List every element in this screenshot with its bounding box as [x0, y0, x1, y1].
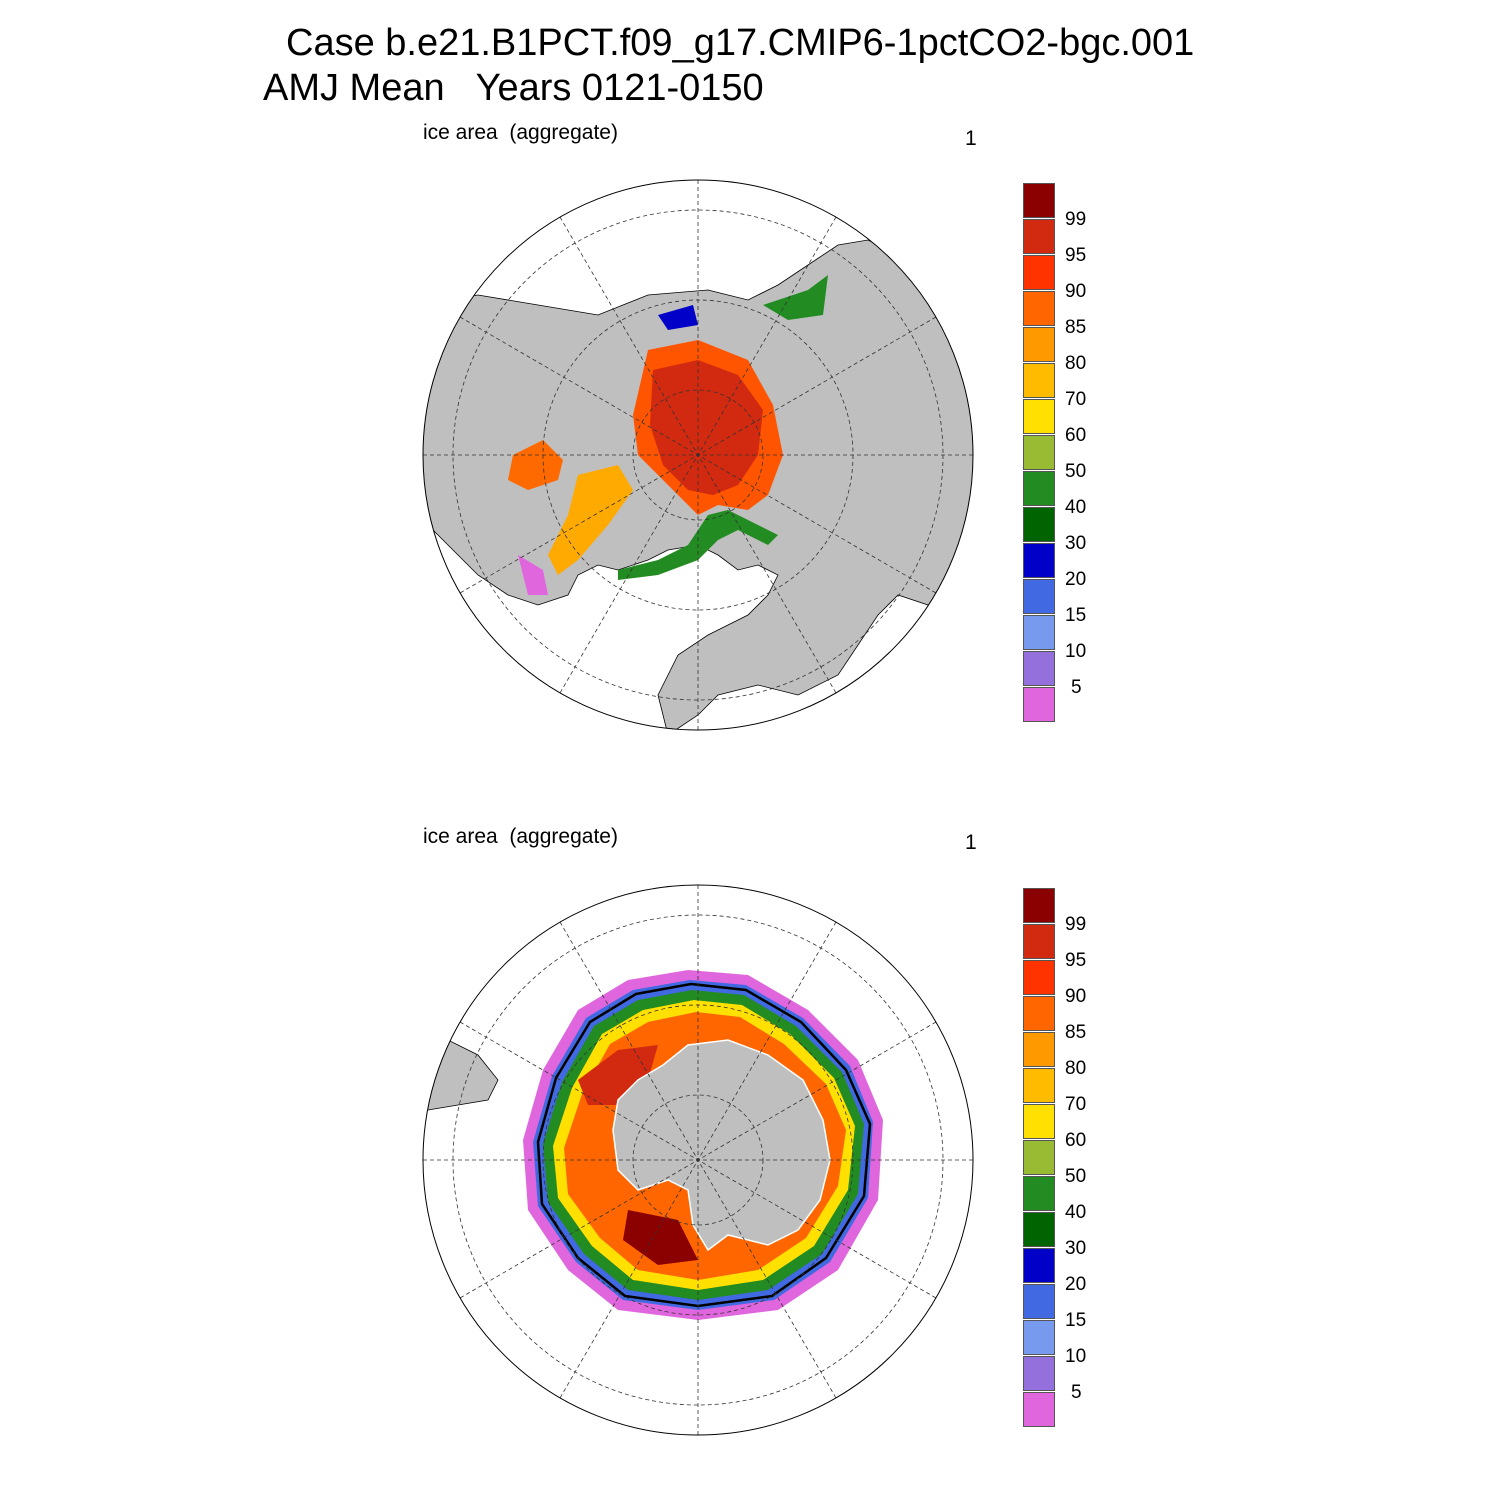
south-map-border: [422, 884, 974, 1436]
south-colorbar-swatch-6: [1023, 1104, 1055, 1139]
north-colorbar-label-11: 15: [1065, 605, 1087, 626]
north-graticule: [423, 180, 973, 730]
north-colorbar-label-6: 60: [1065, 425, 1087, 446]
south-panel-number: 1: [965, 831, 977, 854]
north-colorbar-swatch-13: [1023, 651, 1055, 686]
title-line-2: AMJ Mean Years 0121-0150: [263, 67, 764, 109]
south-land-antarctica: [612, 1039, 831, 1252]
north-colorbar-label-1: 95: [1065, 245, 1087, 266]
south-colorbar-label-11: 15: [1065, 1310, 1087, 1331]
south-colorbar-label-3: 85: [1065, 1022, 1087, 1043]
north-ice-okhotsk: [763, 275, 828, 320]
north-colorbar-swatch-3: [1023, 291, 1055, 326]
south-colorbar: 99 95 90 85 80 70 60 50 40 30 20 15 10 5: [1023, 888, 1086, 1428]
north-ice-hudson: [508, 440, 563, 490]
north-colorbar-label-2: 90: [1065, 281, 1087, 302]
north-panel-title: ice area (aggregate): [423, 121, 618, 144]
south-colorbar-label-12: 10: [1065, 1346, 1087, 1367]
north-ice-core: [650, 360, 763, 495]
north-colorbar-swatch-11: [1023, 579, 1055, 614]
north-colorbar-label-13: 5: [1071, 677, 1082, 698]
north-colorbar-swatch-14: [1023, 687, 1055, 722]
north-colorbar-swatch-12: [1023, 615, 1055, 650]
north-colorbar-swatch-1: [1023, 219, 1055, 254]
north-colorbar: 99 95 90 85 80 70 60 50 40 30 20 15 10 5: [1023, 183, 1086, 723]
north-colorbar-swatch-0: [1023, 183, 1055, 218]
north-colorbar-label-7: 50: [1065, 461, 1087, 482]
south-colorbar-label-8: 40: [1065, 1202, 1087, 1223]
south-graticule: [423, 885, 973, 1435]
south-colorbar-label-13: 5: [1071, 1382, 1082, 1403]
south-colorbar-swatch-4: [1023, 1032, 1055, 1067]
south-colorbar-label-6: 60: [1065, 1130, 1087, 1151]
south-colorbar-swatch-3: [1023, 996, 1055, 1031]
north-colorbar-swatch-4: [1023, 327, 1055, 362]
north-colorbar-label-0: 99: [1065, 209, 1087, 230]
south-colorbar-swatch-11: [1023, 1284, 1055, 1319]
north-colorbar-label-8: 40: [1065, 497, 1087, 518]
south-panel-title: ice area (aggregate): [423, 825, 618, 848]
north-ice-bering: [658, 305, 698, 330]
north-colorbar-swatch-9: [1023, 507, 1055, 542]
south-ice-ross-red: [623, 1210, 698, 1265]
north-ice-labrador-fringe: [518, 555, 548, 595]
south-colorbar-swatch-5: [1023, 1068, 1055, 1103]
north-colorbar-label-5: 70: [1065, 389, 1087, 410]
south-colorbar-label-5: 70: [1065, 1094, 1087, 1115]
north-colorbar-label-10: 20: [1065, 569, 1087, 590]
north-polar-map: [422, 179, 974, 731]
north-panel-number: 1: [965, 127, 977, 150]
north-colorbar-label-3: 85: [1065, 317, 1087, 338]
north-map-border: [422, 179, 974, 731]
south-colorbar-swatch-2: [1023, 960, 1055, 995]
south-colorbar-swatch-8: [1023, 1176, 1055, 1211]
south-colorbar-label-10: 20: [1065, 1274, 1087, 1295]
north-colorbar-label-12: 10: [1065, 641, 1087, 662]
north-colorbar-swatch-7: [1023, 435, 1055, 470]
south-colorbar-swatch-7: [1023, 1140, 1055, 1175]
north-colorbar-swatch-5: [1023, 363, 1055, 398]
south-colorbar-swatch-9: [1023, 1212, 1055, 1247]
south-colorbar-swatch-14: [1023, 1392, 1055, 1427]
north-colorbar-swatch-2: [1023, 255, 1055, 290]
south-polar-map: [422, 884, 974, 1436]
south-colorbar-swatch-13: [1023, 1356, 1055, 1391]
south-colorbar-label-1: 95: [1065, 950, 1087, 971]
south-ice-inner-red: [578, 1045, 658, 1105]
south-colorbar-label-7: 50: [1065, 1166, 1087, 1187]
north-colorbar-swatch-10: [1023, 543, 1055, 578]
north-colorbar-swatch-6: [1023, 399, 1055, 434]
north-ice-baffin: [548, 465, 633, 575]
title-line-1: Case b.e21.B1PCT.f09_g17.CMIP6-1pctCO2-b…: [286, 22, 1195, 64]
south-colorbar-label-4: 80: [1065, 1058, 1087, 1079]
south-colorbar-label-9: 30: [1065, 1238, 1087, 1259]
south-colorbar-swatch-1: [1023, 924, 1055, 959]
south-colorbar-swatch-0: [1023, 888, 1055, 923]
south-colorbar-label-2: 90: [1065, 986, 1087, 1007]
north-colorbar-label-4: 80: [1065, 353, 1087, 374]
south-colorbar-swatch-12: [1023, 1320, 1055, 1355]
north-colorbar-swatch-8: [1023, 471, 1055, 506]
south-colorbar-swatch-10: [1023, 1248, 1055, 1283]
south-colorbar-label-0: 99: [1065, 914, 1087, 935]
north-colorbar-label-9: 30: [1065, 533, 1087, 554]
